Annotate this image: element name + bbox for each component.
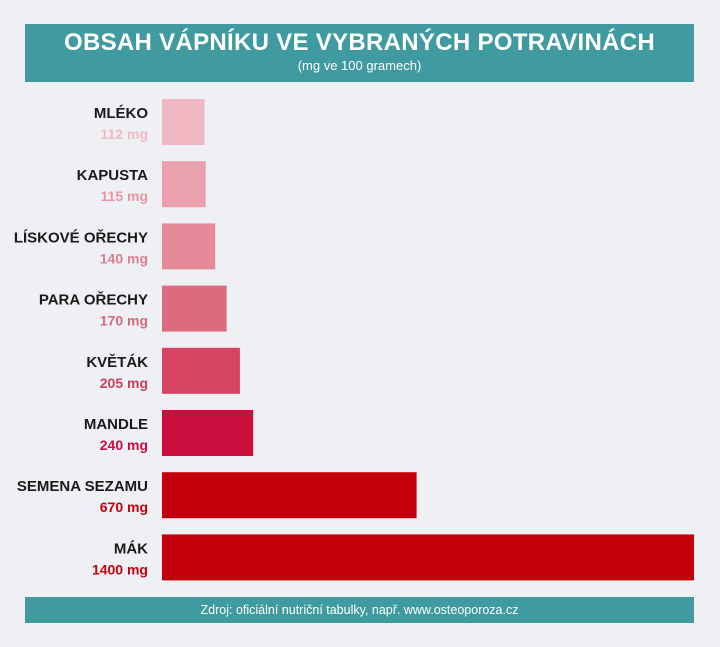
value-label-3: 170 mg [100, 313, 148, 329]
value-label-2: 140 mg [100, 250, 148, 266]
category-label-1: KAPUSTA [77, 167, 149, 184]
source-footer: Zdroj: oficiální nutriční tabulky, např.… [25, 597, 694, 623]
value-label-5: 240 mg [100, 437, 148, 453]
value-label-0: 112 mg [101, 126, 148, 142]
category-label-0: MLÉKO [94, 105, 148, 122]
bar-4 [162, 347, 240, 394]
value-label-6: 670 mg [100, 499, 148, 515]
chart-header: OBSAH VÁPNÍKU VE VYBRANÝCH POTRAVINÁCH (… [25, 24, 694, 82]
value-label-1: 115 mg [101, 188, 148, 204]
category-label-6: SEMENA SEZAMU [17, 478, 148, 495]
bar-1 [162, 161, 206, 208]
value-label-7: 1400 mg [92, 561, 148, 577]
chart-title: OBSAH VÁPNÍKU VE VYBRANÝCH POTRAVINÁCH [63, 29, 655, 56]
bar-2 [162, 223, 216, 270]
category-label-3: PARA OŘECHY [39, 291, 148, 309]
category-label-4: KVĚTÁK [86, 353, 148, 371]
source-text: Zdroj: oficiální nutriční tabulky, např.… [200, 603, 519, 617]
bar-7 [162, 534, 694, 581]
value-label-4: 205 mg [100, 375, 148, 391]
chart-subtitle: (mg ve 100 gramech) [297, 58, 422, 73]
bar-6 [162, 472, 417, 519]
category-label-5: MANDLE [84, 416, 148, 433]
bar-5 [162, 410, 254, 456]
category-label-7: MÁK [114, 540, 148, 557]
category-label-2: LÍSKOVÉ OŘECHY [14, 228, 148, 246]
bar-0 [162, 99, 205, 145]
bar-3 [162, 285, 227, 332]
